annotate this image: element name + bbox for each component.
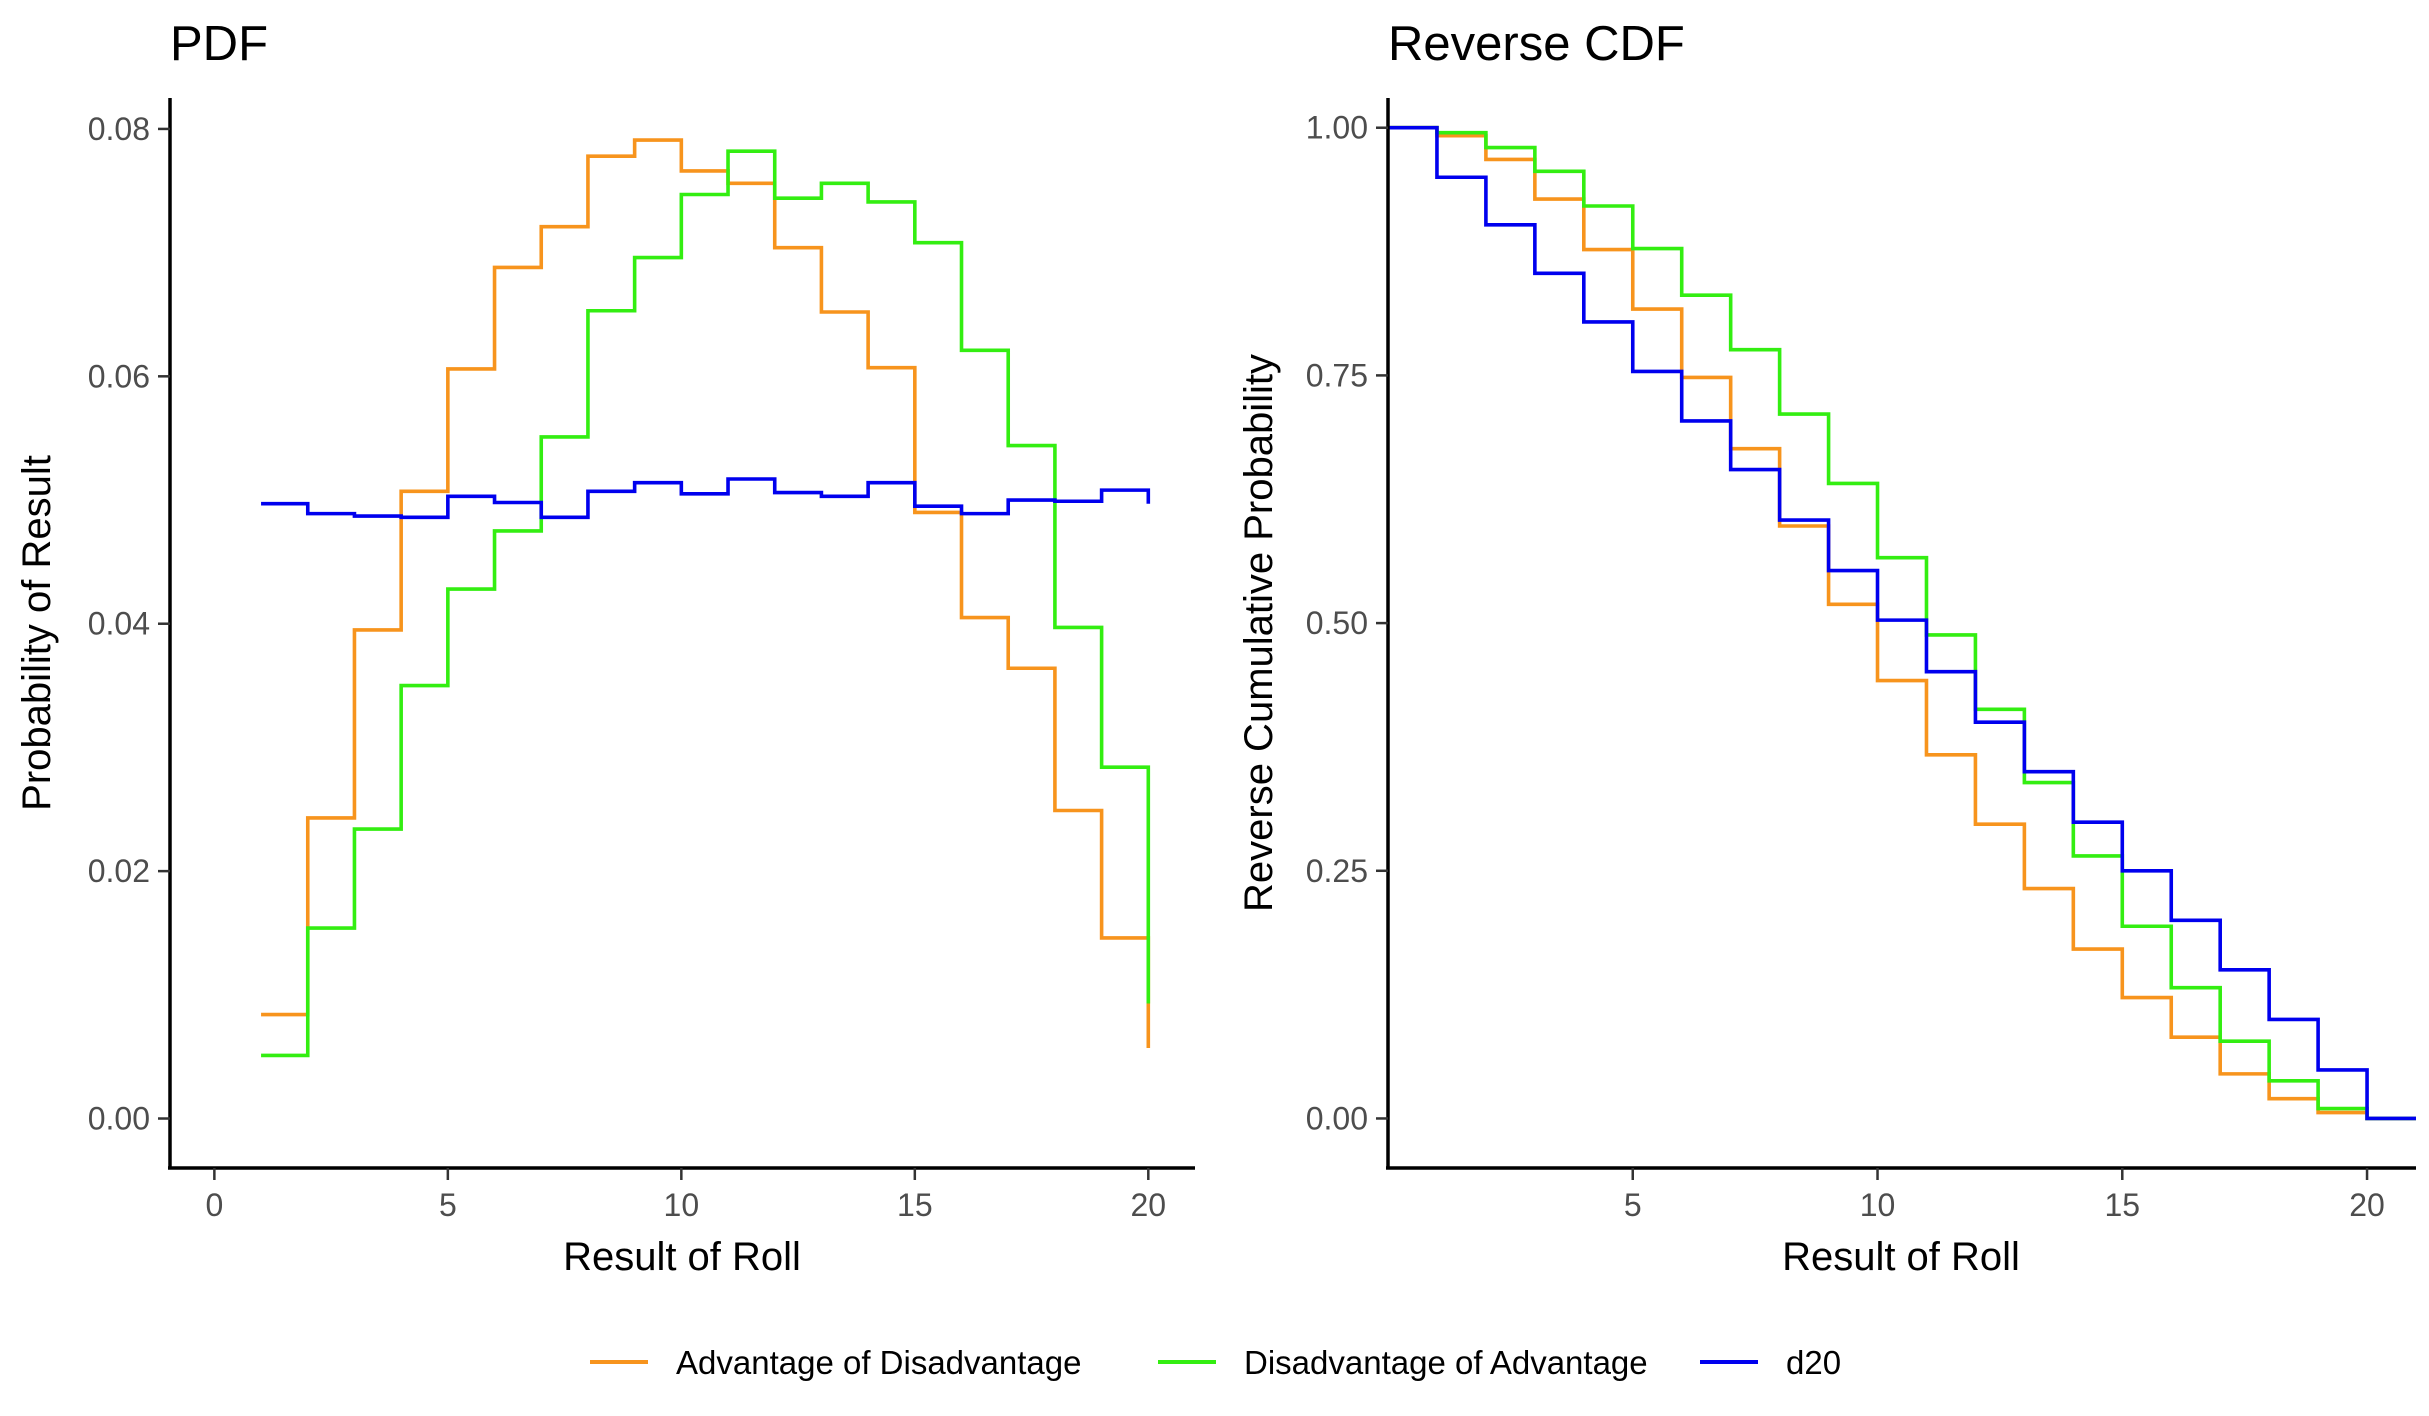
pdf-x-tick-label: 15 [897, 1187, 933, 1223]
reverse-cdf-x-tick-label: 15 [2104, 1187, 2140, 1223]
reverse-cdf-series-advantage-of-disadvantage [1388, 125, 2416, 1121]
pdf-x-tick-label: 10 [664, 1187, 700, 1223]
legend-label-d20: d20 [1786, 1344, 1841, 1381]
reverse-cdf-x-axis-title: Result of Roll [1782, 1235, 2020, 1279]
pdf-panel: PDF 0.00 0.02 0.04 0.06 0.08 0 5 10 15 20 Result… [15, 17, 1195, 1279]
pdf-y-axis-title: Probability of Result [15, 455, 59, 811]
pdf-y-tick-label: 0.00 [88, 1101, 150, 1137]
pdf-y-tick-label: 0.08 [88, 111, 150, 147]
reverse-cdf-y-tick-label: 0.25 [1306, 853, 1368, 889]
pdf-x-tick-label: 0 [205, 1187, 223, 1223]
legend-item-disadvantage-of-advantage: Disadvantage of Advantage [1158, 1344, 1648, 1381]
pdf-y-tick-label: 0.02 [88, 853, 150, 889]
reverse-cdf-x-tick-label: 20 [2349, 1187, 2385, 1223]
reverse-cdf-x-tick-label: 5 [1624, 1187, 1642, 1223]
reverse-cdf-series-disadvantage-of-advantage [1388, 125, 2416, 1121]
pdf-x-tick-label: 5 [439, 1187, 457, 1223]
legend-item-advantage-of-disadvantage: Advantage of Disadvantage [590, 1344, 1081, 1381]
reverse-cdf-y-tick-label: 0.50 [1306, 605, 1368, 641]
reverse-cdf-y-ticks: 0.00 0.25 0.50 0.75 1.00 [1306, 110, 1388, 1136]
legend: Advantage of Disadvantage Disadvantage o… [590, 1344, 1841, 1381]
reverse-cdf-y-tick-label: 0.00 [1306, 1100, 1368, 1136]
pdf-y-tick-label: 0.04 [88, 606, 150, 642]
legend-label-disadvantage-of-advantage: Disadvantage of Advantage [1244, 1344, 1648, 1381]
reverse-cdf-title: Reverse CDF [1388, 17, 1685, 71]
reverse-cdf-y-tick-label: 0.75 [1306, 357, 1368, 393]
pdf-y-ticks: 0.00 0.02 0.04 0.06 0.08 [88, 111, 170, 1137]
pdf-series-disadvantage-of-advantage [261, 149, 1151, 1058]
reverse-cdf-y-axis-title: Reverse Cumulative Probability [1237, 354, 1281, 912]
reverse-cdf-x-ticks: 5 10 15 20 [1624, 1168, 2385, 1223]
legend-label-advantage-of-disadvantage: Advantage of Disadvantage [676, 1344, 1081, 1381]
reverse-cdf-y-tick-label: 1.00 [1306, 110, 1368, 146]
legend-item-d20: d20 [1700, 1344, 1841, 1381]
pdf-series-advantage-of-disadvantage [261, 138, 1151, 1049]
pdf-series-d20 [261, 477, 1151, 520]
pdf-y-tick-label: 0.06 [88, 358, 150, 394]
pdf-series-group [261, 138, 1151, 1058]
pdf-x-tick-label: 20 [1131, 1187, 1167, 1223]
pdf-x-ticks: 0 5 10 15 20 [205, 1168, 1166, 1223]
reverse-cdf-panel: Reverse CDF 0.00 0.25 0.50 0.75 1.00 5 10 15 20… [1237, 17, 2416, 1279]
pdf-title: PDF [170, 17, 268, 71]
reverse-cdf-series-group [1388, 125, 2416, 1121]
reverse-cdf-x-tick-label: 10 [1860, 1187, 1896, 1223]
pdf-x-axis-title: Result of Roll [563, 1235, 801, 1279]
reverse-cdf-series-d20 [1388, 125, 2416, 1121]
